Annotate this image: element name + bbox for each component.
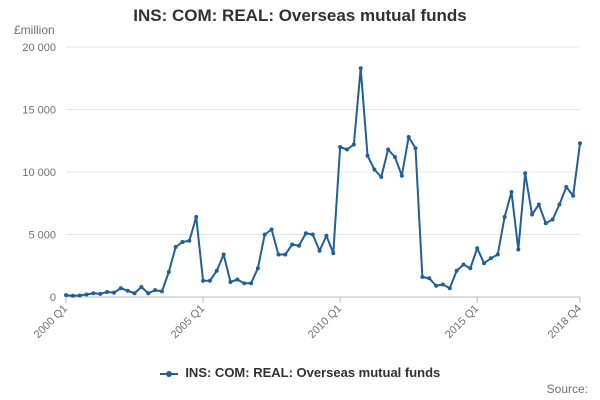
- data-point[interactable]: [249, 281, 254, 286]
- data-point[interactable]: [564, 185, 569, 189]
- data-point[interactable]: [495, 252, 500, 257]
- data-point[interactable]: [447, 286, 452, 291]
- data-point[interactable]: [571, 193, 576, 198]
- data-point[interactable]: [399, 173, 404, 178]
- chart-title: INS: COM: REAL: Overseas mutual funds: [133, 6, 467, 25]
- data-point[interactable]: [297, 243, 302, 248]
- data-point[interactable]: [125, 288, 130, 293]
- data-point[interactable]: [242, 281, 247, 286]
- data-point[interactable]: [187, 238, 192, 243]
- y-tick-label: 15 000: [22, 105, 56, 117]
- data-point[interactable]: [338, 145, 343, 149]
- data-point[interactable]: [228, 280, 233, 284]
- data-point[interactable]: [454, 268, 459, 273]
- data-point[interactable]: [386, 147, 391, 152]
- data-point[interactable]: [530, 212, 535, 217]
- data-point[interactable]: [461, 262, 466, 267]
- data-point[interactable]: [269, 227, 274, 232]
- data-point[interactable]: [317, 248, 322, 253]
- data-point[interactable]: [434, 283, 439, 288]
- y-tick-label: 20 000: [22, 42, 56, 54]
- data-point[interactable]: [406, 135, 411, 139]
- x-tick-label: 2005 Q1: [169, 303, 207, 341]
- data-point[interactable]: [509, 190, 514, 194]
- data-point[interactable]: [379, 175, 384, 179]
- data-point[interactable]: [111, 290, 116, 295]
- data-point[interactable]: [488, 256, 493, 261]
- data-point[interactable]: [440, 282, 445, 287]
- x-tick-label: 2000 Q1: [32, 303, 70, 341]
- data-point[interactable]: [420, 275, 425, 279]
- data-point[interactable]: [173, 245, 178, 249]
- data-point[interactable]: [543, 221, 548, 226]
- y-axis-unit-label: £million: [14, 23, 55, 37]
- data-point[interactable]: [550, 217, 555, 222]
- data-point[interactable]: [98, 291, 103, 296]
- data-point[interactable]: [427, 276, 432, 281]
- data-point[interactable]: [235, 277, 240, 282]
- data-point[interactable]: [64, 293, 68, 298]
- data-point[interactable]: [482, 261, 487, 266]
- data-point[interactable]: [475, 246, 480, 251]
- data-point[interactable]: [207, 278, 212, 283]
- data-point[interactable]: [77, 293, 82, 298]
- data-point[interactable]: [303, 231, 308, 236]
- source-label: Source:: [546, 382, 588, 396]
- data-point[interactable]: [358, 66, 363, 71]
- y-axis-ticks: 0 5 000 10 000 15 000 20 000: [22, 42, 56, 304]
- legend-label: INS: COM: REAL: Overseas mutual funds: [185, 365, 441, 380]
- data-point[interactable]: [283, 252, 288, 257]
- y-tick-label: 0: [50, 292, 56, 304]
- x-tick-label: 2015 Q1: [443, 303, 481, 341]
- data-point[interactable]: [262, 232, 267, 237]
- data-point[interactable]: [372, 167, 377, 172]
- data-point[interactable]: [159, 289, 164, 294]
- gridlines: [66, 46, 580, 298]
- data-point[interactable]: [91, 291, 96, 296]
- legend: INS: COM: REAL: Overseas mutual funds: [0, 365, 600, 380]
- data-point[interactable]: [180, 240, 185, 244]
- data-point[interactable]: [310, 232, 315, 237]
- data-point[interactable]: [139, 285, 144, 289]
- data-point[interactable]: [365, 153, 370, 158]
- y-tick-label: 10 000: [22, 167, 56, 179]
- data-point[interactable]: [201, 278, 206, 283]
- series-layer: [64, 66, 582, 298]
- series-line: [65, 67, 581, 297]
- data-point[interactable]: [516, 247, 521, 252]
- legend-swatch: [159, 370, 178, 377]
- data-point[interactable]: [392, 155, 397, 159]
- data-point[interactable]: [523, 171, 528, 176]
- data-point[interactable]: [344, 147, 349, 152]
- data-point[interactable]: [84, 292, 89, 297]
- data-point[interactable]: [194, 215, 199, 219]
- data-point[interactable]: [502, 215, 507, 219]
- data-point[interactable]: [276, 252, 281, 257]
- data-point[interactable]: [166, 270, 171, 274]
- data-point[interactable]: [557, 202, 562, 207]
- x-tick-label: 2010 Q1: [306, 303, 344, 341]
- data-point[interactable]: [351, 142, 356, 147]
- data-point[interactable]: [468, 266, 473, 271]
- data-point[interactable]: [118, 286, 123, 291]
- data-point[interactable]: [214, 268, 219, 273]
- x-tick-label: 2018 Q4: [546, 303, 584, 341]
- data-point[interactable]: [146, 291, 151, 296]
- data-point[interactable]: [153, 288, 158, 293]
- data-point[interactable]: [255, 266, 260, 271]
- data-point[interactable]: [324, 233, 329, 238]
- data-point[interactable]: [290, 242, 295, 247]
- data-point[interactable]: [221, 252, 226, 257]
- data-point[interactable]: [578, 141, 582, 146]
- data-point[interactable]: [105, 290, 110, 294]
- data-point[interactable]: [132, 291, 137, 296]
- data-point[interactable]: [536, 202, 541, 207]
- data-point[interactable]: [331, 251, 336, 256]
- data-point[interactable]: [70, 293, 75, 298]
- data-point[interactable]: [413, 146, 418, 151]
- x-axis: 2000 Q1 2005 Q1 2010 Q1 2015 Q1 2018 Q4: [32, 296, 584, 341]
- y-tick-label: 5 000: [28, 230, 56, 242]
